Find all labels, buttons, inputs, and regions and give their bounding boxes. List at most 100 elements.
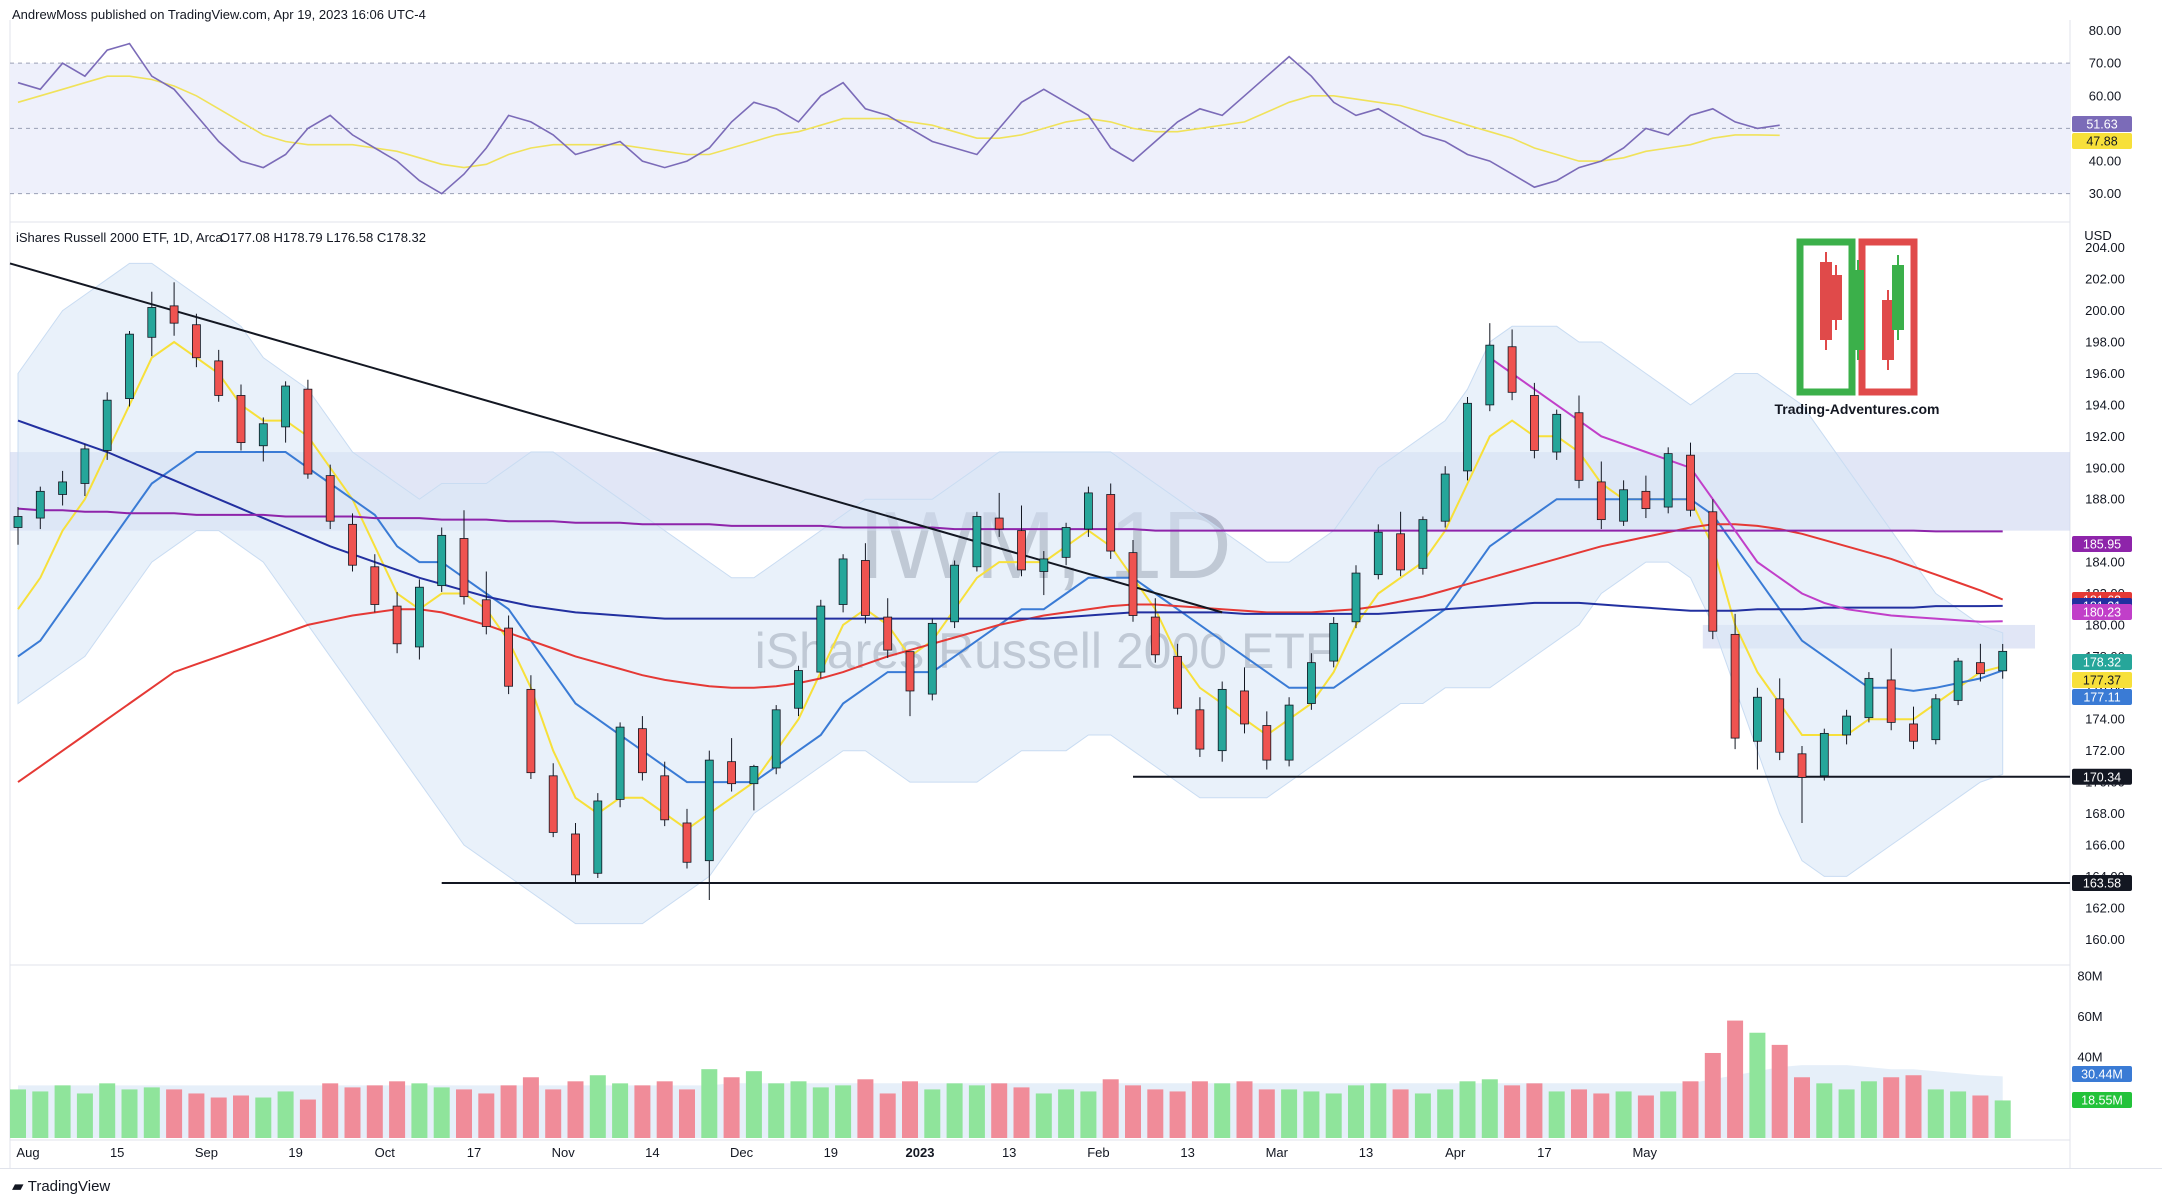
volume-bar[interactable] bbox=[344, 1087, 361, 1138]
candle-body[interactable] bbox=[1663, 453, 1673, 508]
volume-bar[interactable] bbox=[1214, 1083, 1231, 1138]
volume-bar[interactable] bbox=[1035, 1093, 1052, 1138]
volume-bar[interactable] bbox=[679, 1089, 695, 1138]
candle-body[interactable] bbox=[704, 759, 714, 862]
candle-body[interactable] bbox=[1641, 490, 1651, 510]
candle-body[interactable] bbox=[1596, 481, 1606, 521]
candle-body[interactable] bbox=[414, 586, 424, 648]
candle-body[interactable] bbox=[1106, 494, 1116, 552]
volume-bar[interactable] bbox=[1548, 1091, 1565, 1138]
candle-body[interactable] bbox=[771, 709, 781, 769]
volume-bar[interactable] bbox=[255, 1097, 272, 1138]
candle-body[interactable] bbox=[125, 333, 134, 400]
trading-adventures-logo[interactable]: Trading-Adventures.com bbox=[1775, 238, 1940, 417]
volume-bar[interactable] bbox=[1972, 1095, 1989, 1138]
candle-body[interactable] bbox=[861, 560, 870, 616]
volume-bar[interactable] bbox=[835, 1085, 852, 1138]
candle-body[interactable] bbox=[1842, 715, 1851, 736]
volume-bar[interactable] bbox=[1459, 1081, 1476, 1138]
volume-bar[interactable] bbox=[322, 1083, 339, 1138]
volume-bar[interactable] bbox=[745, 1071, 762, 1138]
candle-body[interactable] bbox=[481, 599, 491, 627]
candle-body[interactable] bbox=[1463, 402, 1472, 472]
volume-bar[interactable] bbox=[478, 1093, 495, 1138]
volume-bar[interactable] bbox=[1905, 1075, 1922, 1138]
candle-body[interactable] bbox=[191, 324, 201, 359]
candle-body[interactable] bbox=[102, 399, 112, 451]
candle-body[interactable] bbox=[1329, 622, 1339, 662]
candle-body[interactable] bbox=[437, 534, 447, 587]
volume-bar[interactable] bbox=[1370, 1083, 1387, 1138]
volume-bar[interactable] bbox=[924, 1089, 941, 1138]
volume-bar[interactable] bbox=[233, 1095, 249, 1138]
volume-bar[interactable] bbox=[701, 1069, 718, 1138]
volume-bar[interactable] bbox=[612, 1083, 629, 1138]
candle-body[interactable] bbox=[1730, 633, 1740, 739]
volume-bar[interactable] bbox=[1838, 1089, 1855, 1138]
volume-bar[interactable] bbox=[1615, 1091, 1632, 1138]
volume-bar[interactable] bbox=[1704, 1052, 1721, 1138]
volume-bar[interactable] bbox=[968, 1085, 985, 1138]
candle-body[interactable] bbox=[994, 517, 1004, 530]
candle-body[interactable] bbox=[638, 728, 647, 774]
volume-bar[interactable] bbox=[1794, 1077, 1810, 1138]
volume-bar[interactable] bbox=[32, 1091, 49, 1138]
candle-body[interactable] bbox=[392, 605, 402, 645]
candle-body[interactable] bbox=[682, 822, 692, 863]
candle-body[interactable] bbox=[1909, 723, 1918, 742]
candle-body[interactable] bbox=[1418, 519, 1428, 569]
volume-bar[interactable] bbox=[879, 1093, 896, 1138]
volume-bar[interactable] bbox=[1860, 1081, 1877, 1138]
candle-body[interactable] bbox=[1686, 454, 1695, 511]
candle-body[interactable] bbox=[927, 622, 937, 695]
volume-bar[interactable] bbox=[456, 1089, 472, 1138]
candle-body[interactable] bbox=[1017, 530, 1026, 571]
candle-body[interactable] bbox=[950, 564, 959, 623]
candle-body[interactable] bbox=[1128, 552, 1138, 616]
volume-bar[interactable] bbox=[1058, 1089, 1075, 1138]
candle-body[interactable] bbox=[1240, 690, 1249, 725]
candle-body[interactable] bbox=[1953, 660, 1963, 701]
volume-bar[interactable] bbox=[902, 1081, 918, 1138]
volume-bar[interactable] bbox=[1504, 1085, 1521, 1138]
candle-body[interactable] bbox=[1886, 679, 1896, 723]
candle-body[interactable] bbox=[526, 688, 536, 774]
volume-bar[interactable] bbox=[210, 1097, 227, 1138]
candle-body[interactable] bbox=[548, 775, 558, 833]
volume-bar[interactable] bbox=[812, 1087, 829, 1138]
candle-body[interactable] bbox=[1485, 344, 1495, 406]
candle-body[interactable] bbox=[1619, 489, 1628, 522]
volume-bar[interactable] bbox=[1348, 1085, 1364, 1138]
volume-bar[interactable] bbox=[1950, 1091, 1967, 1138]
candle-body[interactable] bbox=[1039, 558, 1049, 572]
candle-body[interactable] bbox=[1307, 662, 1316, 704]
volume-bar[interactable] bbox=[1994, 1100, 2011, 1138]
candle-body[interactable] bbox=[1574, 412, 1584, 481]
candle-body[interactable] bbox=[615, 726, 625, 800]
candle-body[interactable] bbox=[1998, 650, 2008, 672]
volume-bar[interactable] bbox=[567, 1081, 584, 1138]
candle-body[interactable] bbox=[1552, 413, 1562, 453]
candle-body[interactable] bbox=[169, 305, 179, 324]
volume-bar[interactable] bbox=[1325, 1093, 1342, 1138]
candle-body[interactable] bbox=[1262, 725, 1272, 761]
candle-body[interactable] bbox=[1775, 698, 1785, 753]
volume-bar[interactable] bbox=[1660, 1091, 1677, 1138]
candle-body[interactable] bbox=[1530, 395, 1539, 451]
candle-body[interactable] bbox=[258, 423, 268, 447]
volume-bar[interactable] bbox=[1816, 1083, 1833, 1138]
volume-bar[interactable] bbox=[1392, 1089, 1409, 1138]
volume-bar[interactable] bbox=[768, 1083, 785, 1138]
candle-body[interactable] bbox=[1440, 473, 1450, 522]
volume-bar[interactable] bbox=[991, 1083, 1008, 1138]
candle-body[interactable] bbox=[1173, 655, 1182, 709]
candle-body[interactable] bbox=[1150, 616, 1160, 656]
volume-bar[interactable] bbox=[656, 1081, 673, 1138]
volume-bar[interactable] bbox=[433, 1087, 450, 1138]
candle-body[interactable] bbox=[1976, 662, 1985, 675]
candle-body[interactable] bbox=[794, 670, 803, 709]
volume-bar[interactable] bbox=[1927, 1089, 1944, 1138]
candle-body[interactable] bbox=[1195, 709, 1205, 750]
volume-bar[interactable] bbox=[1637, 1095, 1654, 1138]
candle-body[interactable] bbox=[660, 775, 670, 821]
